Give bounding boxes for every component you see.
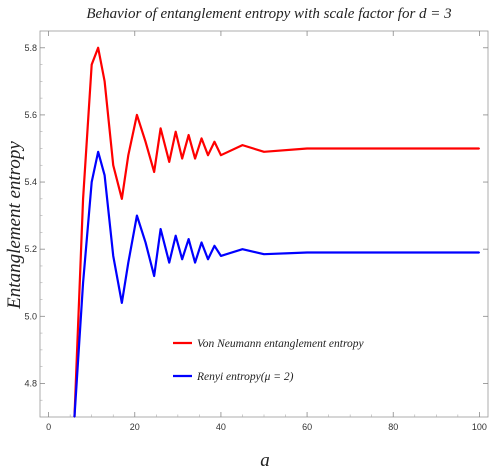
data-point: [144, 241, 147, 244]
data-point: [104, 174, 106, 176]
x-tick-label: 40: [216, 422, 226, 432]
data-point: [181, 157, 183, 160]
y-tick-label: 5.8: [24, 43, 37, 53]
data-point: [136, 215, 138, 217]
series-layer: [73, 46, 480, 418]
data-point: [73, 416, 76, 418]
data-point: [153, 275, 155, 277]
x-tick-label: 20: [130, 422, 140, 432]
data-point: [207, 154, 209, 156]
data-point: [127, 154, 129, 156]
data-point: [213, 141, 216, 143]
data-point: [188, 238, 190, 240]
data-point: [435, 147, 437, 150]
data-point: [168, 262, 170, 264]
data-point: [160, 127, 162, 129]
legend-label-von-neumann: Von Neumann entanglement entropy: [197, 338, 365, 350]
data-point: [112, 255, 114, 257]
y-tick-label: 5.0: [24, 311, 37, 321]
data-point: [127, 262, 129, 264]
data-point: [136, 114, 138, 116]
data-point: [306, 147, 308, 150]
legend: Von Neumann entanglement entropy Renyi e…: [173, 338, 365, 383]
data-point: [181, 258, 183, 260]
data-point: [478, 251, 480, 254]
data-point: [97, 151, 99, 153]
data-point: [82, 198, 84, 200]
y-axis-ticks: 4.8 5.0 5.2 5.4 5.6 5.8: [24, 30, 488, 401]
x-axis-label: a: [260, 450, 270, 471]
data-point: [435, 251, 437, 254]
y-axis-label: Entanglement entropy: [4, 141, 25, 310]
legend-label-renyi: Renyi entropy(μ = 2): [196, 371, 294, 383]
data-point: [144, 141, 147, 143]
data-point: [121, 302, 123, 304]
data-point: [200, 241, 203, 244]
data-point: [97, 47, 99, 49]
y-tick-label: 5.2: [24, 244, 37, 254]
chart-title: Behavior of entanglement entropy with sc…: [86, 6, 451, 22]
data-point: [104, 80, 106, 82]
data-point: [241, 144, 244, 146]
data-point: [160, 228, 162, 230]
data-point: [168, 161, 170, 163]
data-point: [478, 147, 480, 150]
data-point: [213, 245, 216, 247]
y-tick-label: 4.8: [24, 378, 37, 388]
x-axis-ticks: 0 20 40 60 80 100: [46, 31, 487, 432]
series-line-von-neumann: [73, 46, 480, 418]
data-point: [175, 131, 177, 133]
data-point: [121, 198, 123, 200]
y-tick-label: 5.6: [24, 110, 37, 120]
data-point: [207, 258, 209, 260]
data-point: [349, 251, 351, 254]
data-point: [220, 154, 222, 156]
data-point: [263, 253, 265, 255]
series-line-renyi: [73, 150, 480, 418]
data-point: [188, 134, 190, 136]
data-point: [306, 251, 308, 254]
data-point: [392, 251, 394, 254]
data-point: [194, 262, 196, 264]
data-point: [82, 282, 84, 284]
y-tick-label: 5.4: [24, 177, 37, 187]
data-point: [220, 255, 222, 257]
data-point: [153, 171, 155, 173]
plot-area: [39, 30, 489, 418]
x-tick-label: 60: [302, 422, 312, 432]
x-tick-label: 0: [46, 422, 51, 432]
data-point: [200, 137, 203, 140]
x-tick-label: 80: [388, 422, 398, 432]
data-point: [91, 63, 93, 66]
data-point: [194, 157, 196, 160]
data-point: [112, 164, 114, 166]
data-point: [263, 151, 265, 153]
data-point: [241, 248, 244, 250]
data-point: [349, 147, 351, 150]
data-point: [175, 235, 177, 237]
data-point: [91, 181, 93, 183]
plot-frame: [39, 30, 489, 418]
x-tick-label: 100: [472, 422, 487, 432]
data-point: [392, 147, 394, 150]
